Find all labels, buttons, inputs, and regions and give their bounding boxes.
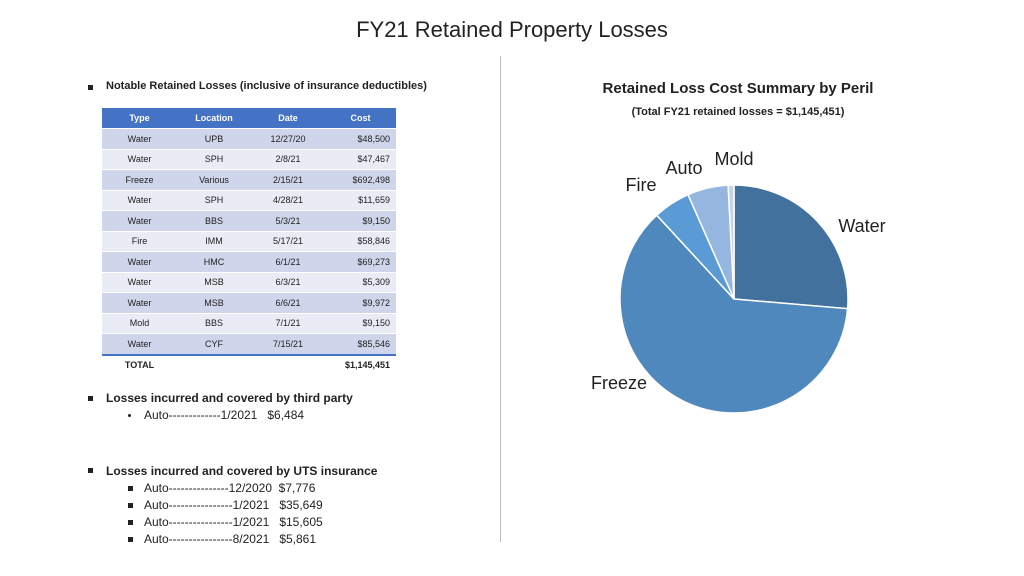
cell-cost: $9,150 <box>325 210 396 231</box>
pie-slice-freeze <box>619 214 849 414</box>
cell-location: HMC <box>177 251 251 272</box>
third-party-heading: Losses incurred and covered by third par… <box>106 391 353 405</box>
cell-cost: $69,273 <box>325 251 396 272</box>
slice-label-mold: Mold <box>714 149 753 169</box>
column-header-type: Type <box>102 108 177 129</box>
uts-item: Auto---------------12/2020 $7,776 <box>144 481 316 495</box>
cell-date: 6/6/21 <box>251 292 325 313</box>
bullet-dot-icon <box>128 414 131 417</box>
cell-cost: $9,150 <box>325 312 396 334</box>
table-row: Water CYF 7/15/21 $85,546 <box>102 333 396 355</box>
cell-cost: $47,467 <box>325 148 396 170</box>
cell-type: Mold <box>102 312 177 334</box>
table-row: Freeze Various 2/15/21 $692,498 <box>102 169 396 190</box>
cell-date: 7/15/21 <box>251 333 325 355</box>
losses-table: Type Location Date Cost Water UPB 12/27/20… <box>102 108 396 375</box>
pie-slice-water <box>733 184 849 310</box>
column-header-location: Location <box>177 108 251 129</box>
cell-date: 5/3/21 <box>251 210 325 231</box>
cell-date: 6/3/21 <box>251 271 325 293</box>
chart-subtitle: (Total FY21 retained losses = $1,145,451… <box>631 106 845 118</box>
cell-type: Water <box>102 271 177 293</box>
table-row: Water SPH 4/28/21 $11,659 <box>102 189 396 211</box>
pie-slice-mold <box>727 184 735 300</box>
bullet-square-icon <box>128 520 133 525</box>
table-row: Mold BBS 7/1/21 $9,150 <box>102 312 396 334</box>
cell-cost: $85,546 <box>325 333 396 355</box>
cell-date: 2/8/21 <box>251 148 325 170</box>
uts-heading: Losses incurred and covered by UTS insur… <box>106 464 378 478</box>
cell-cost: $692,498 <box>325 169 396 190</box>
cell-date: 5/17/21 <box>251 230 325 252</box>
table-row: Water BBS 5/3/21 $9,150 <box>102 210 396 231</box>
cell-location: BBS <box>177 312 251 334</box>
total-value: $1,145,451 <box>325 353 396 375</box>
cell-type: Freeze <box>102 169 177 190</box>
cell-location: CYF <box>177 333 251 355</box>
table-row: Water MSB 6/3/21 $5,309 <box>102 271 396 293</box>
cell-cost: $48,500 <box>325 128 396 149</box>
cell-location: IMM <box>177 230 251 252</box>
cell-location: MSB <box>177 271 251 293</box>
slice-label-water: Water <box>838 216 885 236</box>
cell-type: Water <box>102 210 177 231</box>
vertical-divider <box>500 56 501 542</box>
table-header-row: Type Location Date Cost <box>102 108 396 129</box>
cell-cost: $11,659 <box>325 189 396 211</box>
cell-cost: $9,972 <box>325 292 396 313</box>
table-row: Water HMC 6/1/21 $69,273 <box>102 251 396 272</box>
total-empty-cell <box>251 353 325 375</box>
uts-item: Auto----------------8/2021 $5,861 <box>144 532 317 546</box>
column-header-cost: Cost <box>325 108 396 129</box>
cell-type: Water <box>102 251 177 272</box>
cell-location: SPH <box>177 148 251 170</box>
notable-heading: Notable Retained Losses (inclusive of in… <box>106 80 427 92</box>
bullet-square-icon <box>128 537 133 542</box>
cell-type: Water <box>102 128 177 149</box>
table-row: Water SPH 2/8/21 $47,467 <box>102 148 396 170</box>
chart-title: Retained Loss Cost Summary by Peril <box>602 80 874 97</box>
cell-location: BBS <box>177 210 251 231</box>
column-header-date: Date <box>251 108 325 129</box>
slice-label-auto: Auto <box>665 158 702 178</box>
cell-date: 7/1/21 <box>251 312 325 334</box>
cell-date: 6/1/21 <box>251 251 325 272</box>
table-total-row: TOTAL $1,145,451 <box>102 353 396 375</box>
page-title: FY21 Retained Property Losses <box>356 17 668 42</box>
bullet-square-icon <box>88 85 93 90</box>
cell-location: MSB <box>177 292 251 313</box>
cell-date: 4/28/21 <box>251 189 325 211</box>
bullet-square-icon <box>88 468 93 473</box>
total-empty-cell <box>177 353 251 375</box>
cell-location: Various <box>177 169 251 190</box>
uts-item: Auto----------------1/2021 $35,649 <box>144 498 323 512</box>
table-row: Fire IMM 5/17/21 $58,846 <box>102 230 396 252</box>
bullet-square-icon <box>128 486 133 491</box>
pie-chart: Water Freeze Fire Auto Mold <box>591 149 886 414</box>
cell-cost: $5,309 <box>325 271 396 293</box>
third-party-item: Auto-------------1/2021 $6,484 <box>144 408 305 422</box>
total-label: TOTAL <box>102 353 177 375</box>
table-row: Water UPB 12/27/20 $48,500 <box>102 128 396 149</box>
bullet-square-icon <box>88 396 93 401</box>
table-row: Water MSB 6/6/21 $9,972 <box>102 292 396 313</box>
slice-label-freeze: Freeze <box>591 373 647 393</box>
cell-type: Fire <box>102 230 177 252</box>
cell-type: Water <box>102 148 177 170</box>
cell-location: UPB <box>177 128 251 149</box>
bullet-square-icon <box>128 503 133 508</box>
uts-item: Auto----------------1/2021 $15,605 <box>144 515 323 529</box>
cell-type: Water <box>102 333 177 355</box>
cell-type: Water <box>102 292 177 313</box>
cell-location: SPH <box>177 189 251 211</box>
cell-cost: $58,846 <box>325 230 396 252</box>
cell-date: 12/27/20 <box>251 128 325 149</box>
table-body: Water UPB 12/27/20 $48,500 Water SPH 2/8/21 $47… <box>102 128 396 355</box>
cell-date: 2/15/21 <box>251 169 325 190</box>
cell-type: Water <box>102 189 177 211</box>
slice-label-fire: Fire <box>626 175 657 195</box>
